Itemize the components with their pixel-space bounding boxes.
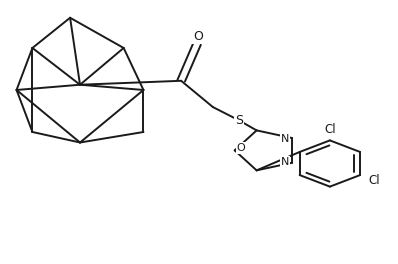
Text: O: O — [193, 30, 203, 43]
Text: Cl: Cl — [369, 174, 380, 187]
Text: O: O — [237, 143, 246, 153]
Text: N: N — [281, 134, 289, 144]
Text: N: N — [281, 157, 289, 167]
Text: S: S — [235, 114, 243, 127]
Text: Cl: Cl — [324, 123, 336, 136]
